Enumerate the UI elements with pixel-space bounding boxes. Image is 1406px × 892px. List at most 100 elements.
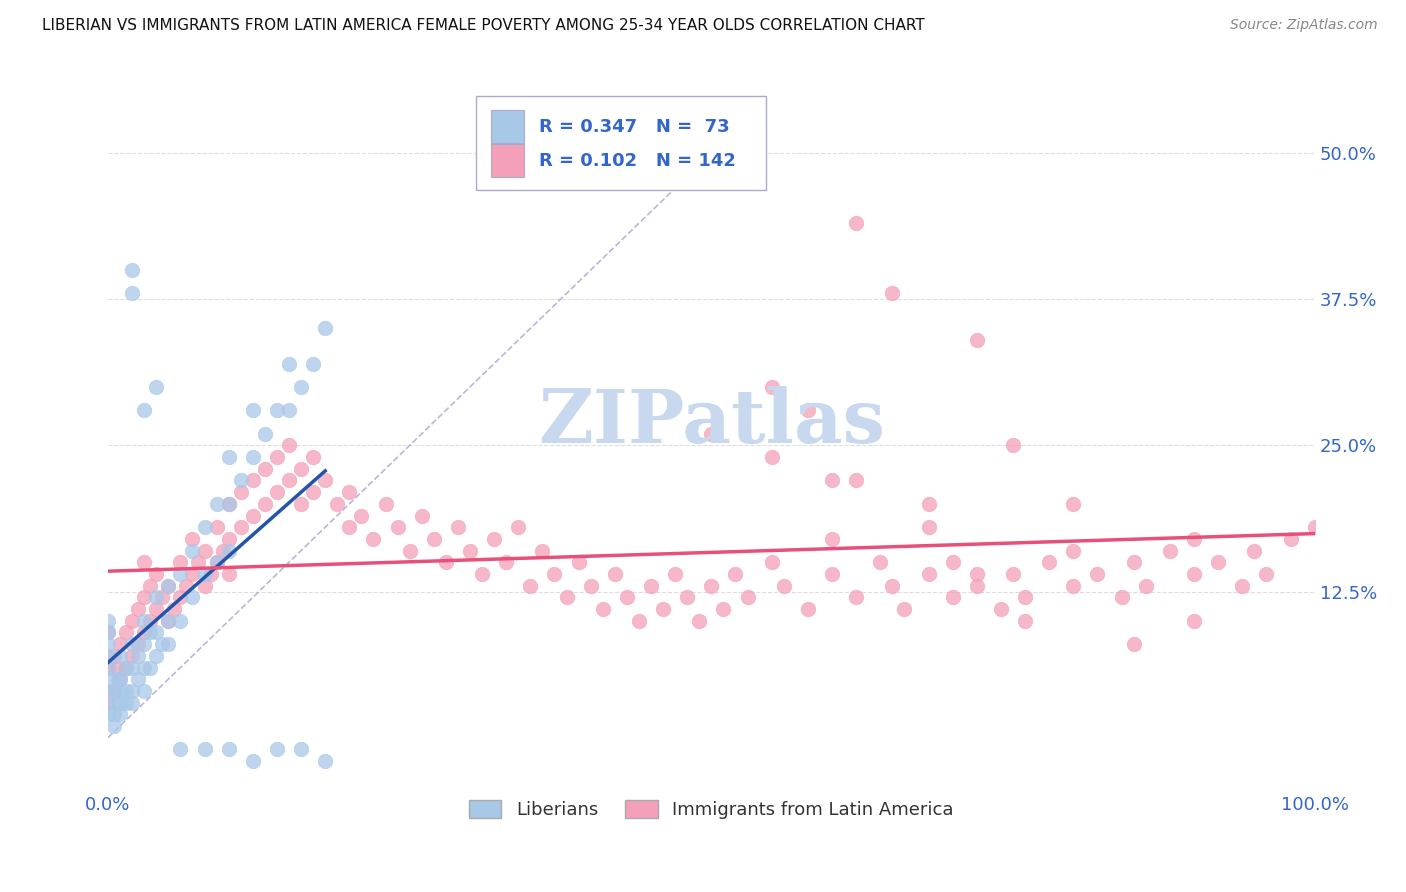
Point bbox=[688, 614, 710, 628]
Point bbox=[314, 321, 336, 335]
Point bbox=[97, 684, 120, 698]
Point bbox=[108, 707, 131, 722]
Point bbox=[761, 555, 783, 569]
Point bbox=[97, 637, 120, 651]
Point bbox=[616, 591, 638, 605]
Point bbox=[134, 684, 156, 698]
Point bbox=[108, 637, 131, 651]
FancyBboxPatch shape bbox=[491, 145, 524, 177]
Point bbox=[1111, 591, 1133, 605]
Point bbox=[664, 566, 686, 581]
Point bbox=[627, 614, 650, 628]
Point bbox=[181, 591, 204, 605]
Point bbox=[713, 602, 735, 616]
Point bbox=[278, 403, 301, 417]
Point bbox=[242, 450, 264, 464]
Point bbox=[302, 485, 325, 500]
Point bbox=[942, 555, 965, 569]
Point bbox=[121, 684, 143, 698]
Point bbox=[1062, 497, 1084, 511]
Point bbox=[205, 555, 228, 569]
Point bbox=[1182, 532, 1205, 546]
Point bbox=[97, 625, 120, 640]
Point bbox=[108, 672, 131, 686]
Point bbox=[337, 520, 360, 534]
Point bbox=[150, 591, 173, 605]
Point bbox=[869, 555, 891, 569]
Point bbox=[229, 520, 252, 534]
Point bbox=[134, 591, 156, 605]
Point bbox=[218, 543, 240, 558]
Point bbox=[134, 625, 156, 640]
Point bbox=[337, 485, 360, 500]
Point bbox=[134, 403, 156, 417]
Point bbox=[821, 532, 844, 546]
Point bbox=[700, 426, 723, 441]
Point bbox=[108, 672, 131, 686]
Point bbox=[127, 637, 149, 651]
Point bbox=[797, 602, 820, 616]
Point bbox=[821, 566, 844, 581]
Point bbox=[1206, 555, 1229, 569]
Point bbox=[121, 660, 143, 674]
Point bbox=[97, 625, 120, 640]
Point bbox=[724, 566, 747, 581]
Point bbox=[917, 566, 939, 581]
Point bbox=[127, 648, 149, 663]
Point bbox=[193, 579, 215, 593]
Point bbox=[150, 637, 173, 651]
Point bbox=[1002, 566, 1025, 581]
Point bbox=[942, 591, 965, 605]
Point bbox=[278, 438, 301, 452]
Point bbox=[115, 696, 138, 710]
Point bbox=[1279, 532, 1302, 546]
Point bbox=[508, 520, 530, 534]
Point bbox=[139, 579, 162, 593]
Point bbox=[139, 625, 162, 640]
FancyBboxPatch shape bbox=[477, 95, 766, 190]
Point bbox=[211, 543, 233, 558]
Point bbox=[115, 684, 138, 698]
Point bbox=[531, 543, 554, 558]
Point bbox=[107, 672, 129, 686]
Point bbox=[363, 532, 385, 546]
Point bbox=[290, 742, 312, 756]
Point bbox=[314, 754, 336, 768]
Text: ZIPatlas: ZIPatlas bbox=[538, 385, 884, 458]
Point bbox=[882, 579, 904, 593]
Point bbox=[139, 614, 162, 628]
Point bbox=[543, 566, 565, 581]
Point bbox=[1135, 579, 1157, 593]
Point bbox=[797, 403, 820, 417]
Point bbox=[218, 450, 240, 464]
Point bbox=[1122, 555, 1144, 569]
Point bbox=[423, 532, 446, 546]
Point bbox=[761, 450, 783, 464]
Point bbox=[193, 566, 215, 581]
Point bbox=[103, 707, 125, 722]
Point bbox=[97, 614, 120, 628]
Point bbox=[134, 637, 156, 651]
Point bbox=[108, 648, 131, 663]
Point bbox=[398, 543, 420, 558]
Point bbox=[374, 497, 396, 511]
Point bbox=[218, 742, 240, 756]
Point bbox=[1303, 520, 1326, 534]
Point bbox=[302, 357, 325, 371]
Point bbox=[157, 614, 180, 628]
Point bbox=[205, 497, 228, 511]
Point bbox=[1182, 566, 1205, 581]
Point bbox=[966, 579, 988, 593]
Point bbox=[519, 579, 541, 593]
Point bbox=[187, 555, 209, 569]
Point bbox=[205, 520, 228, 534]
Point bbox=[200, 566, 222, 581]
Point bbox=[1062, 543, 1084, 558]
Point bbox=[447, 520, 470, 534]
Point bbox=[1014, 614, 1036, 628]
Point bbox=[121, 648, 143, 663]
Point bbox=[411, 508, 433, 523]
Point bbox=[134, 614, 156, 628]
Point bbox=[1232, 579, 1254, 593]
Point bbox=[139, 660, 162, 674]
